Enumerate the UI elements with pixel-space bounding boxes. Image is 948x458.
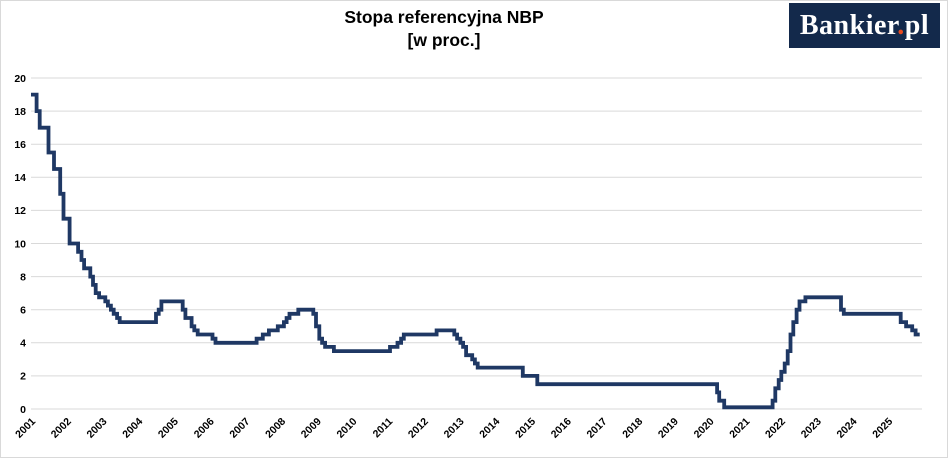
y-axis-label: 10	[14, 238, 26, 250]
y-axis-label: 20	[14, 73, 26, 85]
y-axis-label: 2	[20, 371, 26, 383]
x-axis-label: 2013	[442, 416, 467, 441]
x-axis-label: 2015	[513, 416, 538, 441]
x-axis-label: 2007	[227, 416, 252, 441]
x-axis-label: 2025	[870, 416, 895, 441]
x-axis-label: 2001	[13, 416, 38, 441]
y-axis-label: 0	[20, 404, 26, 416]
x-axis-label: 2009	[299, 416, 324, 441]
x-axis-label: 2018	[620, 416, 645, 441]
x-axis-label: 2016	[549, 416, 574, 441]
logo-dot: .	[897, 10, 905, 41]
x-axis-label: 2019	[656, 416, 681, 441]
logo-text-main: Bankier	[799, 10, 898, 41]
x-axis-label: 2023	[799, 416, 824, 441]
x-axis-label: 2021	[727, 416, 752, 441]
y-axis-label: 6	[20, 305, 26, 317]
x-axis-label: 2012	[406, 416, 431, 441]
x-axis-label: 2010	[335, 416, 360, 441]
y-axis-label: 14	[14, 172, 26, 184]
rate-line-series	[31, 92, 920, 410]
x-axis-label: 2011	[371, 416, 396, 441]
y-axis-label: 16	[14, 139, 26, 151]
y-axis-label: 12	[14, 205, 26, 217]
logo-text-tld: pl	[904, 10, 930, 41]
x-axis-label: 2005	[156, 416, 181, 441]
y-axis-label: 18	[14, 106, 26, 118]
x-axis-label: 2006	[192, 416, 217, 441]
x-axis-label: 2024	[835, 416, 860, 441]
x-axis-label: 2003	[85, 416, 110, 441]
bankier-logo: Bankier.pl	[789, 3, 940, 48]
x-axis-label: 2017	[585, 416, 610, 441]
x-axis-label: 2022	[763, 416, 788, 441]
x-axis-label: 2002	[49, 416, 74, 441]
y-axis-label: 8	[20, 271, 26, 283]
x-axis-label: 2014	[477, 416, 502, 441]
x-axis-label: 2004	[120, 416, 145, 441]
x-axis-label: 2008	[263, 416, 288, 441]
x-axis-label: 2020	[692, 416, 717, 441]
y-axis-label: 4	[20, 338, 26, 350]
